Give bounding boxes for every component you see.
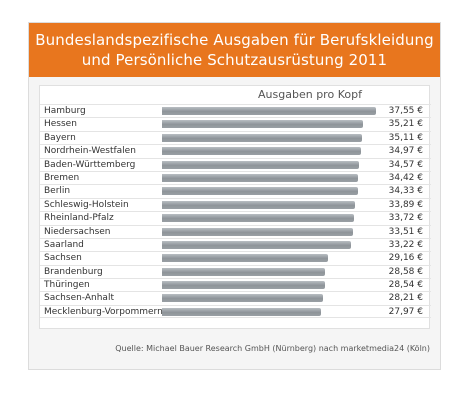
value-label: 28,54 € bbox=[388, 280, 423, 291]
bar-row: Berlin 34,33 € bbox=[40, 184, 431, 197]
bar bbox=[162, 281, 325, 290]
bar-row: Mecklenburg-Vorpommern 27,97 € bbox=[40, 304, 431, 319]
bar-row: Schleswig-Holstein 33,89 € bbox=[40, 197, 431, 211]
category-label: Schleswig-Holstein bbox=[44, 199, 129, 210]
chart-panel: Ausgaben pro Kopf Hamburg 37,55 € Hessen 35… bbox=[39, 85, 431, 329]
bar bbox=[162, 227, 353, 236]
source-note: Quelle: Michael Bauer Research GmbH (Nür… bbox=[115, 344, 430, 353]
category-label: Nordrhein-Westfalen bbox=[44, 146, 136, 157]
value-label: 34,42 € bbox=[388, 172, 423, 183]
bar bbox=[162, 200, 356, 209]
bar bbox=[162, 214, 355, 223]
value-label: 35,21 € bbox=[388, 119, 423, 130]
bar-row: Hessen 35,21 € bbox=[40, 117, 431, 130]
value-label: 33,72 € bbox=[388, 213, 423, 224]
bar bbox=[162, 120, 363, 129]
bar-row: Nordrhein-Westfalen 34,97 € bbox=[40, 144, 431, 157]
category-label: Bayern bbox=[44, 132, 76, 143]
category-label: Brandenburg bbox=[44, 266, 103, 277]
chart-header: Bundeslandspezifische Ausgaben für Beruf… bbox=[29, 23, 440, 77]
category-label: Niedersachsen bbox=[44, 226, 111, 237]
category-label: Thüringen bbox=[44, 280, 90, 291]
bar bbox=[162, 267, 325, 276]
value-label: 34,57 € bbox=[388, 159, 423, 170]
bar bbox=[162, 107, 376, 115]
category-label: Baden-Württemberg bbox=[44, 159, 136, 170]
value-label: 28,58 € bbox=[388, 266, 423, 277]
bar-row: Rheinland-Pfalz 33,72 € bbox=[40, 211, 431, 224]
value-label: 33,89 € bbox=[388, 199, 423, 210]
value-label: 28,21 € bbox=[388, 293, 423, 304]
bar bbox=[162, 307, 322, 316]
category-label: Hamburg bbox=[44, 106, 86, 116]
bar bbox=[162, 187, 358, 196]
category-label: Sachsen bbox=[44, 253, 82, 264]
value-label: 35,11 € bbox=[388, 132, 423, 143]
bar bbox=[162, 160, 359, 169]
bar-rows: Hamburg 37,55 € Hessen 35,21 € Bayern 35,11 €… bbox=[40, 104, 431, 319]
value-label: 37,55 € bbox=[388, 106, 423, 116]
bar-row: Sachsen-Anhalt 28,21 € bbox=[40, 291, 431, 304]
bar-row: Niedersachsen 33,51 € bbox=[40, 224, 431, 238]
bar-row: Baden-Württemberg 34,57 € bbox=[40, 157, 431, 171]
bar-row: Saarland 33,22 € bbox=[40, 237, 431, 251]
chart-frame: Bundeslandspezifische Ausgaben für Beruf… bbox=[28, 22, 441, 370]
value-label: 33,22 € bbox=[388, 239, 423, 250]
chart-title-line-1: Bundeslandspezifische Ausgaben für Beruf… bbox=[35, 31, 434, 49]
bar-row: Brandenburg 28,58 € bbox=[40, 264, 431, 278]
bar bbox=[162, 173, 359, 182]
value-label: 33,51 € bbox=[388, 226, 423, 237]
chart-title-line-2: und Persönliche Schutzausrüstung 2011 bbox=[81, 51, 388, 69]
bar bbox=[162, 294, 323, 303]
category-label: Hessen bbox=[44, 119, 77, 130]
bar bbox=[162, 254, 329, 263]
bar-row: Sachsen 29,16 € bbox=[40, 251, 431, 264]
value-label: 34,33 € bbox=[388, 186, 423, 197]
value-label: 29,16 € bbox=[388, 253, 423, 264]
category-label: Rheinland-Pfalz bbox=[44, 213, 114, 224]
bar bbox=[162, 133, 363, 142]
category-label: Mecklenburg-Vorpommern bbox=[44, 306, 163, 317]
bar bbox=[162, 147, 362, 156]
value-label: 34,97 € bbox=[388, 146, 423, 157]
chart-caption: Ausgaben pro Kopf bbox=[258, 88, 362, 101]
category-label: Bremen bbox=[44, 172, 80, 183]
category-label: Saarland bbox=[44, 239, 84, 250]
bar-row: Thüringen 28,54 € bbox=[40, 278, 431, 291]
category-label: Berlin bbox=[44, 186, 71, 197]
bar-row: Hamburg 37,55 € bbox=[40, 104, 431, 117]
bar-row: Bremen 34,42 € bbox=[40, 170, 431, 184]
bar-row: Bayern 35,11 € bbox=[40, 130, 431, 144]
category-label: Sachsen-Anhalt bbox=[44, 293, 114, 304]
bar bbox=[162, 240, 352, 249]
value-label: 27,97 € bbox=[388, 306, 423, 317]
